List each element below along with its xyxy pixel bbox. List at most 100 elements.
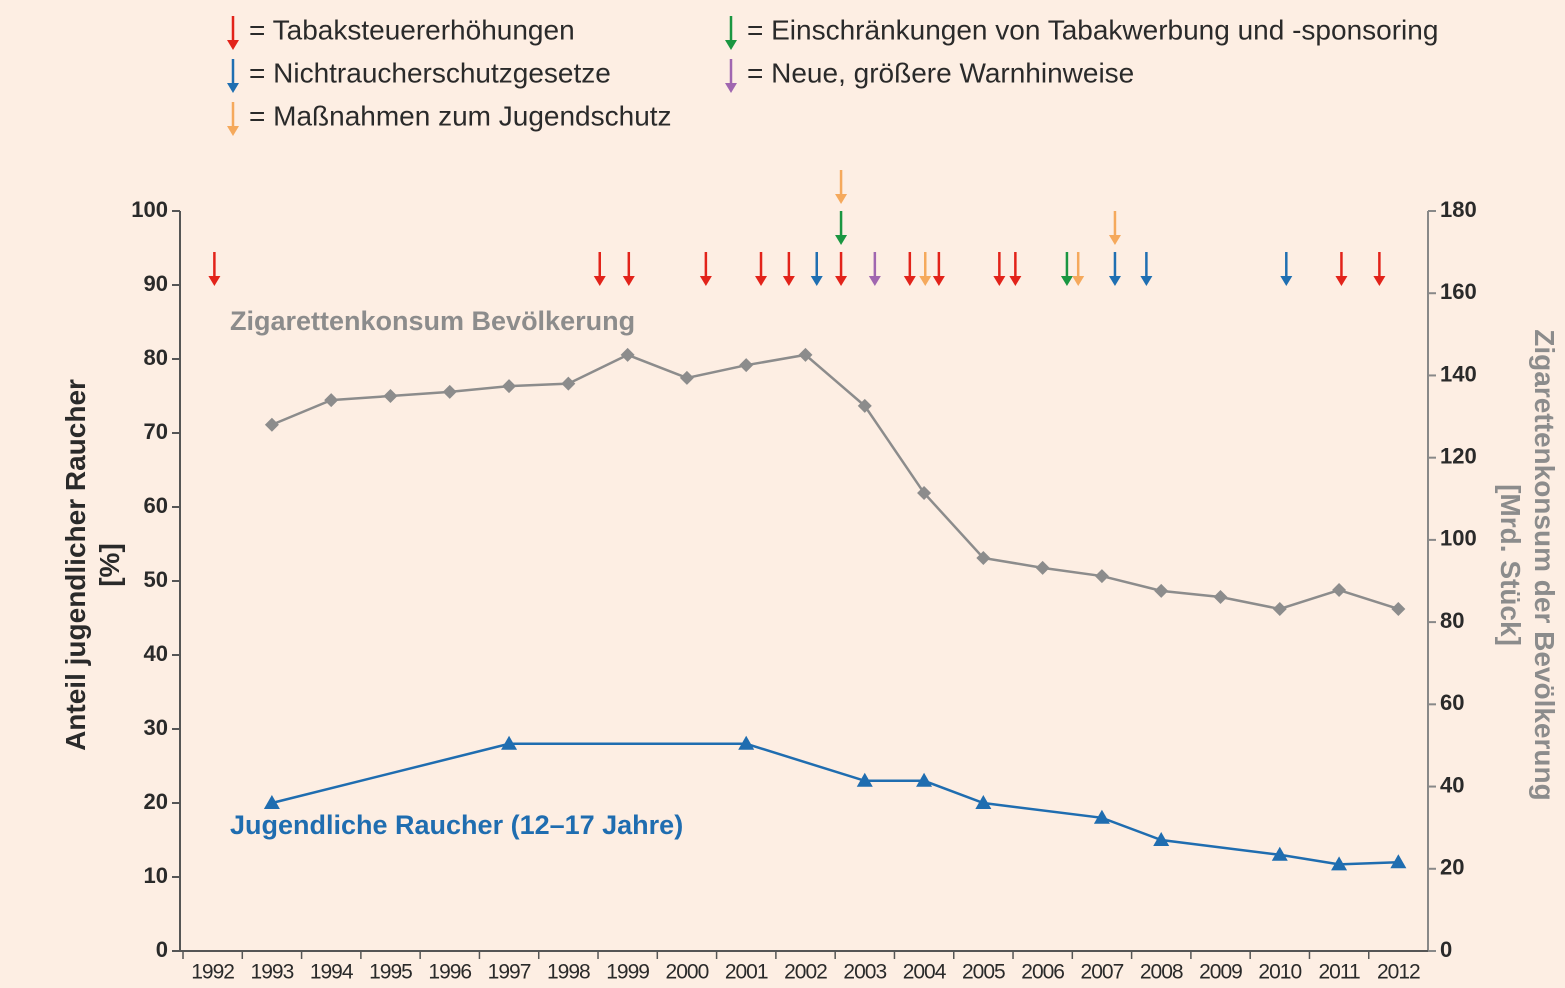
series-marker (620, 347, 635, 362)
legend-label: = Maßnahmen zum Jugendschutz (249, 100, 672, 131)
x-tick-label: 1996 (428, 961, 471, 984)
event-arrow (1108, 211, 1121, 245)
x-tick-label: 2008 (1140, 961, 1183, 984)
y-axis-title: Anteil jugendlicher Raucher [%] (60, 379, 125, 751)
series-marker (383, 389, 398, 403)
x-tick-label: 2012 (1377, 961, 1420, 984)
y2-tick-label: 180 (1440, 197, 1477, 222)
y2-axis-title: Zigarettenkonsum der Bevölkerung[Mrd. St… (1495, 329, 1560, 800)
series-marker (857, 398, 872, 413)
arrow-head (1280, 276, 1293, 286)
event-arrow (868, 252, 881, 286)
series-line (271, 353, 1399, 611)
arrow-head (1335, 276, 1348, 286)
event-arrow (699, 252, 712, 286)
series-marker (1035, 560, 1050, 575)
series-marker (856, 772, 873, 787)
arrow-head (903, 276, 916, 286)
arrow-head (1060, 276, 1073, 286)
series-marker (442, 384, 457, 399)
arrow-head (868, 276, 881, 286)
y-tick-label: 50 (144, 567, 168, 592)
x-tick-label: 2004 (903, 961, 947, 984)
legend-label: = Einschränkungen von Tabakwerbung und -… (747, 14, 1438, 45)
x-tick-label: 2003 (843, 961, 886, 984)
x-tick-label: 2001 (725, 961, 768, 984)
series-marker (679, 370, 694, 385)
event-arrow (1335, 252, 1348, 286)
arrow-head (1140, 276, 1153, 286)
event-arrow (835, 170, 848, 204)
x-tick-label: 2009 (1199, 961, 1242, 984)
series-marker (975, 795, 992, 809)
series-marker (1154, 583, 1169, 598)
arrow-head (810, 276, 823, 286)
arrow-head (593, 276, 606, 286)
event-arrow (835, 252, 848, 286)
series-marker (1332, 583, 1347, 598)
y-axis-title-line: [%] (94, 543, 125, 587)
arrow-head (725, 83, 737, 93)
arrow-head (227, 83, 239, 93)
series-marker (1271, 846, 1288, 861)
x-tick-label: 1995 (369, 961, 412, 984)
series-marker (1213, 590, 1228, 605)
arrow-head (208, 276, 221, 286)
event-arrow (208, 252, 221, 286)
arrow-head (993, 276, 1006, 286)
event-arrow (810, 252, 823, 286)
series-marker (798, 347, 813, 362)
series-label: Zigarettenkonsum Bevölkerung (230, 306, 635, 336)
arrow-head (919, 276, 932, 286)
y2-tick-label: 20 (1440, 855, 1464, 880)
y2-axis-title-line: Zigarettenkonsum der Bevölkerung (1529, 329, 1560, 800)
y2-tick-label: 120 (1440, 443, 1477, 468)
series-marker (263, 795, 280, 809)
y2-tick-label: 60 (1440, 690, 1464, 715)
y2-tick-label: 100 (1440, 526, 1477, 551)
x-tick-label: 1992 (191, 961, 234, 984)
arrow-head (835, 194, 848, 204)
arrow-head (227, 126, 239, 136)
series-marker (1094, 569, 1109, 584)
event-arrow (903, 252, 916, 286)
series-marker (738, 735, 755, 750)
x-tick-label: 2007 (1081, 961, 1124, 984)
event-arrow (919, 252, 932, 286)
series-marker (561, 376, 576, 391)
x-tick-label: 2011 (1318, 961, 1359, 984)
legend-item: = Nichtraucherschutzgesetze (227, 57, 611, 93)
y-tick-label: 20 (144, 789, 168, 814)
series-label: Jugendliche Raucher (12–17 Jahre) (230, 810, 683, 840)
x-tick-label: 2002 (784, 961, 827, 984)
arrow-head (622, 276, 635, 286)
arrow-head (699, 276, 712, 286)
event-arrow (622, 252, 635, 286)
y2-tick-label: 80 (1440, 608, 1464, 633)
arrow-head (932, 276, 945, 286)
y-tick-label: 10 (144, 863, 168, 888)
y2-tick-label: 0 (1440, 937, 1452, 962)
x-tick-label: 1998 (547, 961, 590, 984)
x-tick-label: 2010 (1258, 961, 1301, 984)
event-arrow (1072, 252, 1085, 286)
x-tick-label: 1997 (488, 961, 531, 984)
y-tick-label: 100 (131, 197, 168, 222)
x-tick-label: 1994 (310, 961, 354, 984)
x-tick-label: 2006 (1021, 961, 1064, 984)
arrow-head (1108, 276, 1121, 286)
series-marker (1093, 809, 1110, 824)
legend-item: = Einschränkungen von Tabakwerbung und -… (725, 14, 1438, 50)
y-tick-label: 60 (144, 493, 168, 518)
arrow-head (1009, 276, 1022, 286)
y2-tick-label: 160 (1440, 279, 1477, 304)
series-marker (739, 358, 754, 373)
y-tick-label: 30 (144, 715, 168, 740)
series-marker (1331, 856, 1348, 871)
arrow-head (227, 40, 239, 50)
x-tick-label: 1993 (251, 961, 294, 984)
event-arrow (1280, 252, 1293, 286)
y-tick-label: 80 (144, 345, 168, 370)
